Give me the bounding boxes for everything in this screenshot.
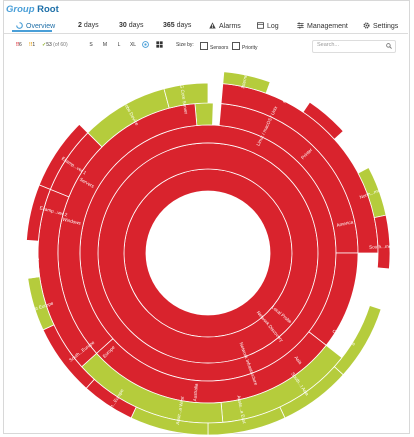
yellow-alert-icon: !! bbox=[29, 42, 33, 48]
sunburst-label: Monitor bbox=[282, 88, 294, 104]
green-count-value: 53 bbox=[46, 42, 52, 48]
size-l-button[interactable]: L bbox=[117, 42, 121, 48]
status-green-count[interactable]: ✓53 (of 60) bbox=[42, 42, 68, 48]
tab-management[interactable]: Management bbox=[297, 22, 348, 30]
tab-365-days-number: 365 bbox=[163, 22, 175, 29]
gear-icon bbox=[363, 22, 370, 29]
sunburst-segment[interactable] bbox=[163, 82, 209, 109]
status-yellow-count[interactable]: !!1 bbox=[29, 42, 35, 48]
sensors-checkbox-box bbox=[200, 42, 208, 50]
sunburst-label: Australia bbox=[192, 383, 199, 402]
tab-2-days-number: 2 bbox=[78, 22, 82, 29]
priority-checkbox[interactable]: Priority bbox=[232, 42, 258, 51]
tab-30-days-label: days bbox=[128, 22, 144, 29]
page-title: Group Root bbox=[6, 4, 59, 15]
tab-management-label: Management bbox=[307, 23, 348, 30]
sunburst-segment[interactable] bbox=[194, 102, 214, 126]
tab-2-days-label: days bbox=[83, 22, 99, 29]
tab-2-days[interactable]: 2 days bbox=[78, 22, 99, 29]
tab-alarms-label: Alarms bbox=[219, 23, 241, 30]
tab-365-days[interactable]: 365 days bbox=[163, 22, 191, 29]
yellow-count-value: 1 bbox=[32, 42, 36, 48]
tab-divider bbox=[4, 33, 408, 34]
log-icon bbox=[257, 22, 264, 29]
tab-30-days-number: 30 bbox=[119, 22, 127, 29]
tab-30-days[interactable]: 30 days bbox=[119, 22, 144, 29]
sensors-checkbox[interactable]: Sensors bbox=[200, 42, 228, 51]
active-tab-indicator bbox=[12, 30, 52, 32]
size-xl-button[interactable]: XL bbox=[129, 42, 137, 48]
search-input[interactable]: Search... bbox=[312, 40, 396, 53]
sunburst-segment[interactable] bbox=[38, 123, 89, 190]
size-by-label: Size by: bbox=[176, 42, 194, 48]
sensors-checkbox-label: Sensors bbox=[210, 45, 229, 51]
group-label: Group bbox=[6, 4, 35, 15]
search-placeholder: Search... bbox=[317, 42, 340, 48]
sunburst-label: PRTG Core Server bbox=[178, 75, 189, 114]
priority-checkbox-box bbox=[232, 42, 240, 50]
tab-overview[interactable]: Overview bbox=[16, 22, 55, 30]
tab-settings-label: Settings bbox=[373, 23, 399, 30]
tab-alarms[interactable]: Alarms bbox=[209, 22, 241, 30]
grid-icon bbox=[155, 41, 163, 48]
size-m-button[interactable]: M bbox=[102, 42, 108, 48]
tab-log-label: Log bbox=[267, 23, 279, 30]
sunburst-label: Clients bbox=[25, 256, 40, 262]
sunburst-segment[interactable] bbox=[302, 101, 344, 140]
sunburst-label: Auste...a East bbox=[236, 395, 247, 425]
green-check-icon: ✓ bbox=[42, 42, 47, 48]
sunburst-view-button[interactable] bbox=[140, 41, 150, 50]
red-count-value: 6 bbox=[19, 42, 22, 48]
sunburst-label: Austr...a West bbox=[175, 395, 185, 425]
tab-365-days-label: days bbox=[176, 22, 192, 29]
tab-settings[interactable]: Settings bbox=[363, 22, 398, 30]
status-red-count[interactable]: ‼6 bbox=[16, 42, 22, 48]
sunburst-label: Asia bbox=[293, 355, 303, 365]
sunburst-icon bbox=[141, 41, 149, 48]
toolbar: ‼6 !!1 ✓53 (of 60) S M L XL Size by: Sen… bbox=[4, 38, 408, 54]
total-count: (of 60) bbox=[53, 42, 68, 48]
grid-view-button[interactable] bbox=[154, 41, 164, 50]
size-s-button[interactable]: S bbox=[89, 42, 93, 48]
priority-checkbox-label: Priority bbox=[242, 45, 258, 51]
tab-bar: Overview 2 days 30 days 365 days Alarms … bbox=[4, 19, 409, 35]
sunburst-label: South...merica bbox=[369, 244, 399, 250]
search-icon bbox=[386, 43, 392, 49]
sunburst-label: Centr... India bbox=[331, 329, 356, 347]
sunburst-center[interactable] bbox=[146, 191, 270, 315]
sunburst-label: America bbox=[336, 219, 354, 227]
red-alert-icon: ‼ bbox=[16, 42, 20, 48]
root-label[interactable]: Root bbox=[37, 4, 59, 15]
tab-overview-label: Overview bbox=[26, 23, 56, 30]
sunburst-segment[interactable] bbox=[373, 214, 391, 270]
warning-icon bbox=[209, 22, 216, 29]
overview-icon bbox=[16, 22, 23, 29]
tab-log[interactable]: Log bbox=[257, 22, 279, 30]
sliders-icon bbox=[297, 22, 304, 29]
sunburst-label: Windows bbox=[62, 217, 82, 226]
sunburst-label: Internet bbox=[240, 72, 248, 89]
